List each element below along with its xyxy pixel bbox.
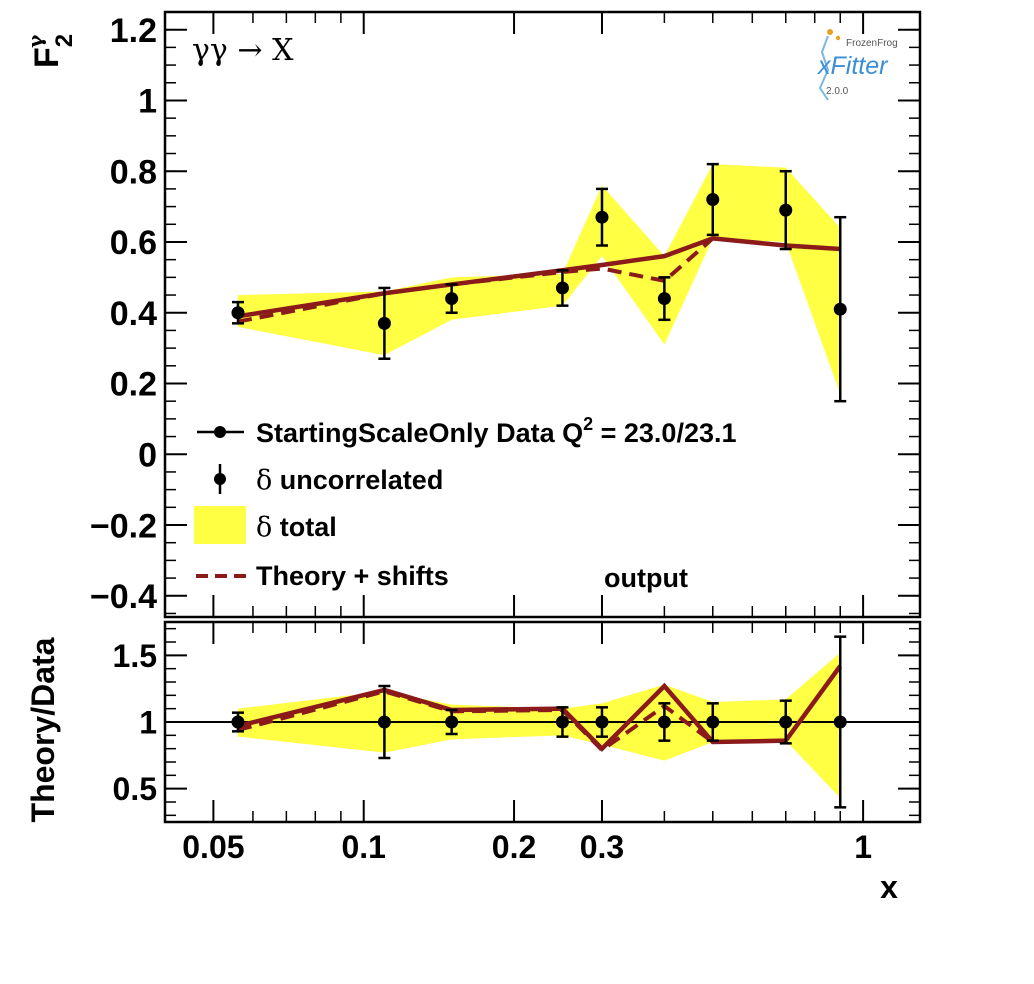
bot-data-point-5 bbox=[657, 715, 671, 729]
legend-label-data: StartingScaleOnly Data Q2 = 23.0/23.1 bbox=[256, 414, 737, 448]
x-tick-label-3: 0.3 bbox=[580, 829, 624, 865]
legend-label-data-main: StartingScaleOnly Data Q bbox=[256, 418, 583, 448]
bottom-data-points bbox=[231, 635, 847, 809]
bot-data-point-8 bbox=[833, 715, 847, 729]
bottom-y-ticks: 1.5 1 0.5 bbox=[113, 627, 920, 817]
top-y-label-main: F bbox=[28, 47, 66, 68]
bot-data-point-6 bbox=[706, 715, 720, 729]
x-tick-label-4: 1 bbox=[854, 829, 872, 865]
x-label: x bbox=[880, 869, 898, 905]
legend-item-shifts: Theory + shifts bbox=[196, 561, 449, 591]
top-x-ticks bbox=[164, 12, 865, 617]
top-y-label-sub: 2 bbox=[51, 34, 78, 47]
bot-data-point-0 bbox=[231, 715, 245, 729]
output-label: output bbox=[604, 563, 688, 593]
legend-label-data-sup: 2 bbox=[583, 414, 593, 434]
logo-name: xFitter bbox=[817, 52, 889, 80]
legend-label-shifts: Theory + shifts bbox=[256, 561, 449, 591]
legend-sym-total: δ bbox=[256, 512, 272, 543]
top-data-points bbox=[231, 162, 847, 403]
legend-sym-uncorrelated: δ bbox=[256, 465, 272, 496]
x-tick-label-0: 0.05 bbox=[182, 829, 244, 865]
logo-version: 2.0.0 bbox=[826, 86, 849, 97]
top-ytick-label-0: 1.2 bbox=[110, 12, 157, 50]
legend-label-data-tail: = 23.0/23.1 bbox=[593, 418, 736, 448]
legend-text-total: total bbox=[272, 512, 337, 542]
bottom-x-ticks: 0.05 0.1 0.2 0.3 1 bbox=[164, 622, 872, 865]
legend-text-uncorrelated: uncorrelated bbox=[272, 465, 443, 495]
legend-fill-swatch bbox=[194, 506, 246, 544]
top-ytick-label-7: −0.2 bbox=[90, 507, 157, 545]
top-ytick-label-5: 0.2 bbox=[110, 366, 157, 404]
xfitter-logo: FrozenFrog xFitter 2.0.0 bbox=[817, 29, 898, 101]
legend-label-total: δ total bbox=[256, 512, 337, 543]
bot-data-point-4 bbox=[595, 715, 609, 729]
legend-marker bbox=[214, 426, 226, 438]
top-ytick-label-1: 1 bbox=[138, 83, 157, 121]
logo-dot-icon-2 bbox=[835, 35, 841, 41]
top-data-point-6 bbox=[706, 193, 720, 207]
logo-swirl-icon bbox=[818, 35, 830, 101]
legend-label-uncorrelated: δ uncorrelated bbox=[256, 465, 443, 496]
top-data-point-0 bbox=[231, 306, 245, 320]
bottom-frame bbox=[163, 620, 922, 824]
top-total-band bbox=[237, 164, 841, 395]
bot-data-point-2 bbox=[445, 715, 459, 729]
top-data-point-3 bbox=[555, 281, 569, 295]
top-theory-line bbox=[237, 236, 841, 319]
top-data-point-4 bbox=[595, 210, 609, 224]
bottom-panel: 1.5 1 0.5 0.05 0.1 0.2 0.3 1 bbox=[113, 620, 922, 865]
bot-ytick-label-0: 1.5 bbox=[113, 638, 157, 674]
top-y-label-sup: γ bbox=[23, 34, 47, 48]
bot-ytick-label-2: 0.5 bbox=[113, 771, 157, 807]
top-ytick-label-4: 0.4 bbox=[110, 295, 157, 333]
top-data-point-1 bbox=[377, 316, 391, 330]
top-y-label: F2γ bbox=[23, 34, 78, 68]
bot-ytick-label-1: 1 bbox=[139, 705, 157, 741]
process-annotation: γγ → X bbox=[192, 33, 294, 68]
logo-brand: FrozenFrog bbox=[846, 38, 898, 49]
legend-item-uncorrelated: δ uncorrelated bbox=[214, 464, 443, 496]
legend-item-total: δ total bbox=[194, 506, 337, 544]
bot-data-point-1 bbox=[377, 715, 391, 729]
top-ytick-label-6: 0 bbox=[138, 436, 157, 474]
top-y-ticks: 1.2 1 0.8 0.6 0.4 0.2 0 −0.2 −0.4 bbox=[90, 12, 920, 616]
top-data-point-5 bbox=[657, 292, 671, 306]
bot-data-point-7 bbox=[779, 715, 793, 729]
top-ytick-label-2: 0.8 bbox=[110, 153, 157, 191]
legend-errorbar-marker bbox=[214, 473, 226, 485]
top-data-point-8 bbox=[833, 302, 847, 316]
legend-item-data: StartingScaleOnly Data Q2 = 23.0/23.1 bbox=[197, 414, 737, 448]
bottom-y-label: Theory/Data bbox=[25, 637, 61, 822]
top-panel: 1.2 1 0.8 0.6 0.4 0.2 0 −0.2 −0.4 bbox=[90, 10, 922, 619]
top-data-point-7 bbox=[779, 203, 793, 217]
top-frame bbox=[163, 10, 922, 619]
top-ytick-label-8: −0.4 bbox=[90, 578, 157, 616]
logo-dot-icon bbox=[827, 29, 833, 35]
legend: StartingScaleOnly Data Q2 = 23.0/23.1 δ … bbox=[194, 414, 737, 591]
top-ytick-label-3: 0.6 bbox=[110, 224, 157, 262]
x-tick-label-2: 0.2 bbox=[492, 829, 536, 865]
top-data-point-2 bbox=[445, 292, 459, 306]
x-tick-label-1: 0.1 bbox=[341, 829, 385, 865]
bot-data-point-3 bbox=[555, 715, 569, 729]
bottom-total-band bbox=[237, 652, 841, 798]
